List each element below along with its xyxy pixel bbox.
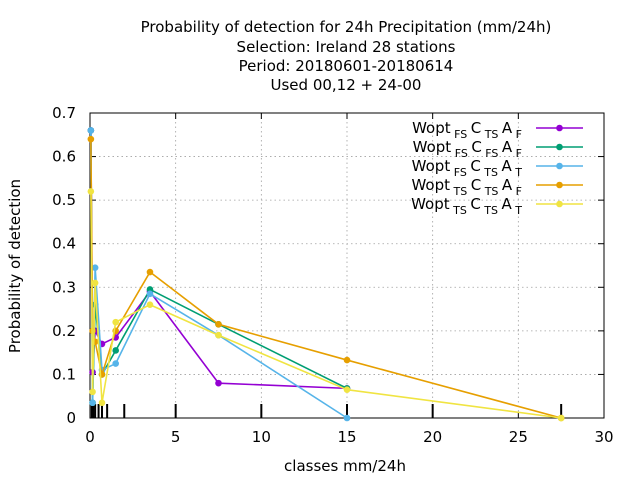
data-point — [343, 356, 351, 364]
title-line-2: Selection: Ireland 28 stations — [237, 38, 456, 56]
x-tick-label: 25 — [509, 428, 528, 446]
x-tick-label: 10 — [252, 428, 271, 446]
data-point — [215, 321, 222, 328]
data-point — [91, 279, 99, 287]
legend-label: Wopt FS C FS A F — [413, 138, 522, 160]
series-1 — [87, 127, 351, 392]
y-tick-label: 0.4 — [52, 235, 76, 253]
series-line — [90, 130, 348, 404]
data-point — [87, 135, 95, 143]
y-tick-label: 0.5 — [52, 191, 76, 209]
series-3 — [87, 127, 351, 422]
y-axis-label: Probability of detection — [6, 179, 24, 353]
grid-lines — [90, 113, 604, 418]
chart-title: Probability of detection for 24h Precipi… — [141, 18, 552, 94]
series-2 — [87, 127, 351, 407]
title-line-3: Period: 20180601-20180614 — [239, 57, 454, 75]
legend-label: Wopt TS C TS A T — [411, 195, 522, 217]
legend-label: Wopt TS C TS A F — [411, 176, 522, 198]
series-5 — [87, 188, 565, 422]
y-tick-label: 0.7 — [52, 104, 76, 122]
legend-entry-2: Wopt FS C FS A F — [413, 138, 583, 160]
data-point — [112, 347, 119, 354]
data-point — [343, 386, 351, 393]
x-tick-label: 0 — [85, 428, 95, 446]
data-point — [146, 301, 154, 309]
series-line — [90, 139, 562, 419]
data-point — [343, 414, 351, 422]
data-point — [112, 318, 119, 326]
axes: 0 0.1 0.2 0.3 0.4 0.5 0.6 0.7 0 5 10 15 20 25 30 — [52, 104, 613, 446]
y-tick-label: 0.1 — [52, 365, 76, 383]
data-point — [89, 399, 96, 407]
x-tick-label: 5 — [171, 428, 181, 446]
legend-marker — [556, 143, 563, 151]
legend-label: Wopt FS C TS A T — [412, 157, 523, 179]
data-point — [215, 331, 222, 339]
title-line-4: Used 00,12 + 24-00 — [271, 76, 422, 94]
y-tick-label: 0 — [66, 409, 76, 427]
data-point — [98, 399, 106, 407]
data-point — [91, 264, 99, 271]
data-point — [87, 127, 95, 134]
legend-marker — [556, 124, 563, 132]
series-line — [90, 191, 562, 419]
legend: Wopt FS C TS A F Wopt FS C FS A F Wopt F… — [411, 119, 583, 217]
legend-marker — [556, 200, 563, 208]
data-point — [215, 379, 222, 387]
data-point — [89, 388, 96, 396]
legend-entry-3: Wopt FS C TS A T — [412, 157, 583, 179]
legend-marker — [556, 162, 563, 170]
legend-label: Wopt FS C TS A F — [412, 119, 522, 141]
x-tick-label: 30 — [594, 428, 613, 446]
legend-marker — [556, 181, 563, 189]
series-line — [90, 130, 348, 419]
legend-entry-4: Wopt TS C TS A F — [411, 176, 583, 198]
data-point — [146, 268, 154, 276]
series-lines — [87, 127, 565, 422]
legend-entry-5: Wopt TS C TS A T — [411, 195, 583, 217]
legend-entry-1: Wopt FS C TS A F — [412, 119, 583, 141]
x-tick-label: 15 — [337, 428, 356, 446]
data-point — [146, 290, 154, 298]
x-tick-label: 20 — [423, 428, 442, 446]
data-point — [557, 414, 565, 422]
y-tick-label: 0.2 — [52, 322, 76, 340]
x-axis-label: classes mm/24h — [284, 457, 406, 475]
data-point — [87, 188, 95, 195]
y-tick-label: 0.3 — [52, 278, 76, 296]
title-line-1: Probability of detection for 24h Precipi… — [141, 18, 552, 36]
data-point — [112, 360, 119, 367]
y-tick-label: 0.6 — [52, 148, 76, 166]
